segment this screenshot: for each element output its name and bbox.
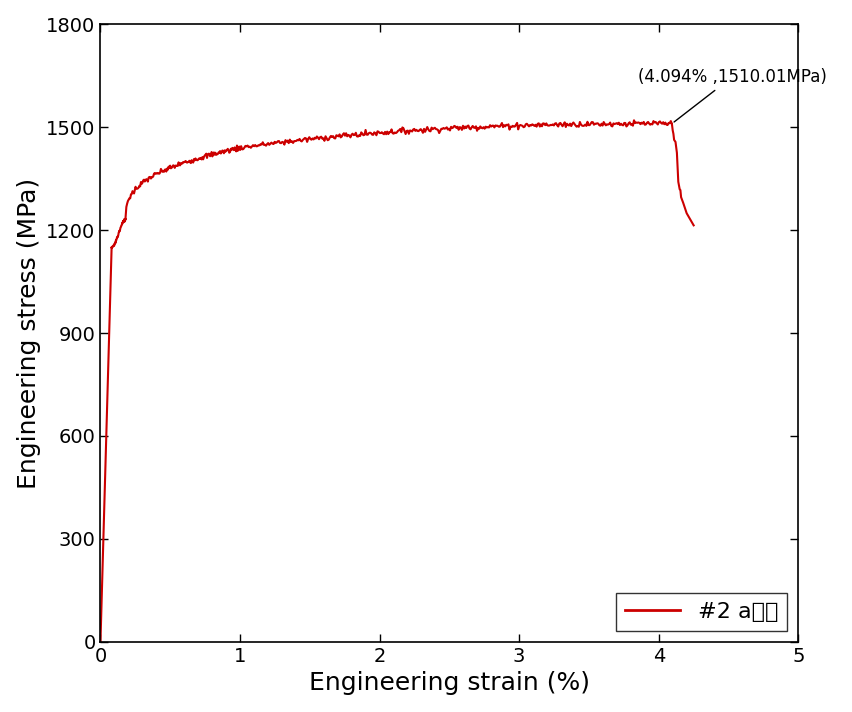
X-axis label: Engineering strain (%): Engineering strain (%)	[309, 671, 590, 696]
Text: (4.094% ,1510.01MPa): (4.094% ,1510.01MPa)	[638, 68, 826, 122]
Y-axis label: Engineering stress (MPa): Engineering stress (MPa)	[17, 177, 41, 488]
Legend: #2 a左下: #2 a左下	[616, 593, 787, 631]
